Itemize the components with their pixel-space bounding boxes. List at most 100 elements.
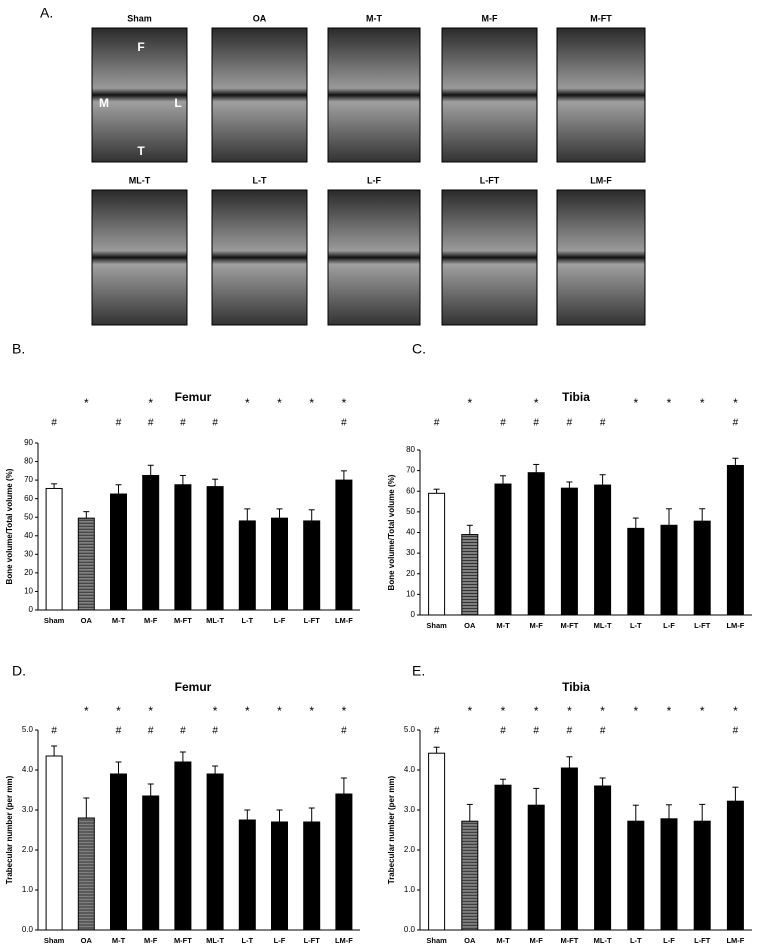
bar <box>560 487 578 616</box>
ct-image <box>328 190 420 325</box>
bar <box>428 752 446 931</box>
y-tick-label: 70 <box>24 475 33 484</box>
bar <box>627 527 645 616</box>
y-tick-label: 2.0 <box>22 845 34 854</box>
y-tick-label: 10 <box>406 589 415 598</box>
y-tick-label: 70 <box>406 466 415 475</box>
significance-hash: # <box>180 418 186 429</box>
y-tick-label: 40 <box>406 528 415 537</box>
x-tick-label: ML-T <box>594 936 612 945</box>
bar <box>142 474 160 611</box>
x-tick-label: L-FT <box>694 621 711 630</box>
significance-star: * <box>700 704 705 718</box>
y-tick-label: 0 <box>29 605 34 614</box>
ct-image <box>212 28 307 162</box>
ct-frame <box>211 27 308 163</box>
x-tick-label: M-F <box>144 936 158 945</box>
bar <box>494 784 512 931</box>
chart-title: Tibia <box>562 390 590 404</box>
y-tick-label: 5.0 <box>404 725 416 734</box>
x-tick-label: OA <box>464 936 476 945</box>
x-tick-label: M-F <box>530 621 544 630</box>
y-tick-label: 90 <box>24 438 33 447</box>
y-tick-label: 20 <box>406 569 415 578</box>
panel-label: D. <box>12 663 26 679</box>
panel-label: C. <box>412 341 426 357</box>
y-axis-label: Bone volume/Total volume (%) <box>5 468 14 584</box>
significance-hash: # <box>341 418 347 429</box>
bar <box>527 472 545 616</box>
significance-hash: # <box>148 418 154 429</box>
x-tick-label: M-T <box>112 936 126 945</box>
image-label: M-F <box>482 13 498 23</box>
ct-image <box>92 190 187 325</box>
significance-star: * <box>277 396 282 410</box>
x-tick-label: Sham <box>426 936 447 945</box>
y-tick-label: 5.0 <box>22 725 34 734</box>
bar <box>303 520 321 611</box>
significance-hash: # <box>51 726 57 737</box>
significance-star: * <box>84 704 89 718</box>
x-tick-label: M-T <box>496 936 510 945</box>
x-tick-label: M-FT <box>560 621 578 630</box>
bar <box>461 820 479 931</box>
ct-frame <box>441 27 538 163</box>
y-tick-label: 1.0 <box>22 885 34 894</box>
image-label: ML-T <box>129 175 151 185</box>
significance-hash: # <box>500 418 506 429</box>
significance-hash: # <box>600 726 606 737</box>
image-label: Sham <box>127 13 152 23</box>
significance-star: * <box>342 396 347 410</box>
significance-hash: # <box>212 418 218 429</box>
significance-hash: # <box>212 726 218 737</box>
x-tick-label: M-T <box>112 616 126 625</box>
significance-star: * <box>342 704 347 718</box>
bar <box>110 493 127 611</box>
bar <box>594 785 612 931</box>
bar <box>174 761 192 931</box>
significance-star: * <box>213 704 218 718</box>
x-tick-label: L-FT <box>694 936 711 945</box>
x-tick-label: L-T <box>241 616 253 625</box>
x-tick-label: ML-T <box>594 621 612 630</box>
significance-star: * <box>467 396 472 410</box>
image-label: OA <box>253 13 267 23</box>
y-tick-label: 80 <box>406 445 415 454</box>
x-tick-label: ML-T <box>206 936 224 945</box>
significance-hash: # <box>341 726 347 737</box>
bar <box>726 464 744 616</box>
significance-star: * <box>309 396 314 410</box>
x-tick-label: L-FT <box>304 616 321 625</box>
significance-star: * <box>309 704 314 718</box>
significance-hash: # <box>733 726 739 737</box>
y-tick-label: 1.0 <box>404 885 416 894</box>
panel-label: B. <box>12 341 25 357</box>
y-tick-label: 0.0 <box>404 925 416 934</box>
x-tick-label: L-F <box>274 616 286 625</box>
y-tick-label: 20 <box>24 568 33 577</box>
significance-star: * <box>633 704 638 718</box>
bar <box>726 800 744 931</box>
x-tick-label: LM-F <box>726 621 744 630</box>
x-tick-label: L-F <box>274 936 286 945</box>
x-tick-label: L-T <box>630 936 642 945</box>
significance-star: * <box>733 704 738 718</box>
x-tick-label: L-F <box>663 936 675 945</box>
y-tick-label: 50 <box>24 512 33 521</box>
panel-label: A. <box>40 5 53 21</box>
significance-hash: # <box>116 726 122 737</box>
significance-star: * <box>148 704 153 718</box>
ct-frame <box>91 27 188 163</box>
significance-hash: # <box>567 726 573 737</box>
significance-hash: # <box>51 418 57 429</box>
y-tick-label: 3.0 <box>22 805 34 814</box>
bar <box>660 818 678 931</box>
image-marker: T <box>137 144 145 158</box>
significance-hash: # <box>533 418 539 429</box>
significance-star: * <box>148 396 153 410</box>
bar <box>110 773 127 931</box>
image-label: L-F <box>367 175 381 185</box>
significance-hash: # <box>533 726 539 737</box>
significance-star: * <box>277 704 282 718</box>
ct-image <box>442 190 537 325</box>
